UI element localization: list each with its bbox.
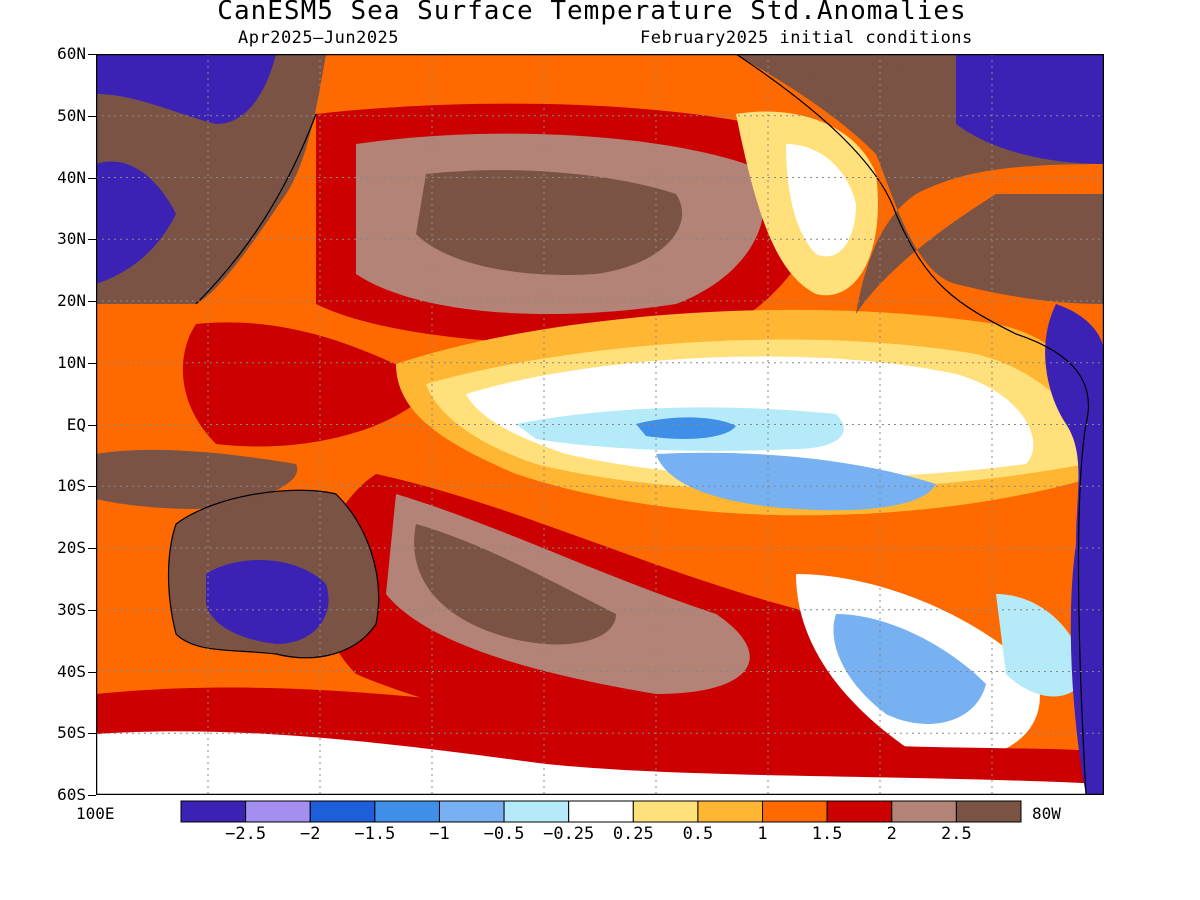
latitude-tick <box>88 239 96 241</box>
latitude-label: 40N <box>57 167 86 187</box>
forecast-period: Apr2025–Jun2025 <box>238 28 400 48</box>
color-scale-label: −0.25 <box>543 824 595 844</box>
latitude-label: 30N <box>57 229 86 249</box>
color-scale-swatch <box>955 800 1022 823</box>
latitude-tick <box>88 486 96 488</box>
color-scale-swatch <box>891 800 957 823</box>
latitude-tick <box>88 301 96 302</box>
color-scale-label: 1 <box>757 824 768 844</box>
color-scale-label: 1.5 <box>811 824 843 844</box>
color-scale-label: 2.5 <box>941 824 972 844</box>
initial-conditions: February2025 initial conditions <box>640 28 973 48</box>
color-scale-swatch <box>503 800 570 823</box>
color-scale-swatch <box>309 800 376 823</box>
latitude-label: 20S <box>57 538 86 557</box>
color-scale-swatch <box>245 800 311 823</box>
color-scale-swatch <box>180 800 247 823</box>
latitude-label: 10N <box>57 352 86 372</box>
color-scale-bar <box>180 800 1022 823</box>
latitude-label: 50S <box>57 723 86 743</box>
color-scale-label: −2.5 <box>225 824 267 844</box>
latitude-label: 60S <box>57 785 86 804</box>
latitude-tick <box>88 795 96 796</box>
longitude-label-left: 100E <box>76 804 115 823</box>
longitude-label-right: 80W <box>1032 804 1061 823</box>
color-scale-label: −1.5 <box>354 824 396 844</box>
latitude-label: EQ <box>66 414 86 434</box>
color-scale-label: −1 <box>429 824 450 844</box>
map-canvas <box>96 54 1104 795</box>
latitude-tick <box>88 115 96 117</box>
sst-anomaly-map <box>96 54 1104 795</box>
latitude-tick <box>88 671 96 673</box>
latitude-tick <box>88 362 96 364</box>
latitude-label: 30S <box>57 599 86 619</box>
color-scale-swatch <box>697 800 764 823</box>
latitude-tick <box>88 424 96 426</box>
color-scale-label: 2 <box>886 824 897 844</box>
color-scale-label: −2 <box>299 824 321 844</box>
color-scale-swatch <box>568 800 634 823</box>
color-scale-swatch <box>826 800 893 823</box>
color-scale-label: 0.5 <box>682 824 714 844</box>
latitude-label: 60N <box>57 44 86 63</box>
color-scale-label: −0.5 <box>483 824 525 844</box>
latitude-tick <box>88 177 96 179</box>
color-scale-label: 0.25 <box>612 824 654 844</box>
map-title: CanESM5 Sea Surface Temperature Std.Anom… <box>217 0 967 26</box>
latitude-tick <box>88 548 96 549</box>
latitude-label: 40S <box>57 661 86 681</box>
latitude-label: 10S <box>57 476 86 496</box>
latitude-label: 50N <box>57 105 86 125</box>
latitude-tick <box>88 733 96 735</box>
latitude-label: 20N <box>57 291 86 310</box>
color-scale-swatch <box>632 800 699 823</box>
latitude-tick <box>88 609 96 611</box>
color-scale-swatch <box>438 800 505 823</box>
color-scale-swatch <box>762 800 828 823</box>
color-scale-swatch <box>374 800 440 823</box>
latitude-tick <box>88 54 96 55</box>
